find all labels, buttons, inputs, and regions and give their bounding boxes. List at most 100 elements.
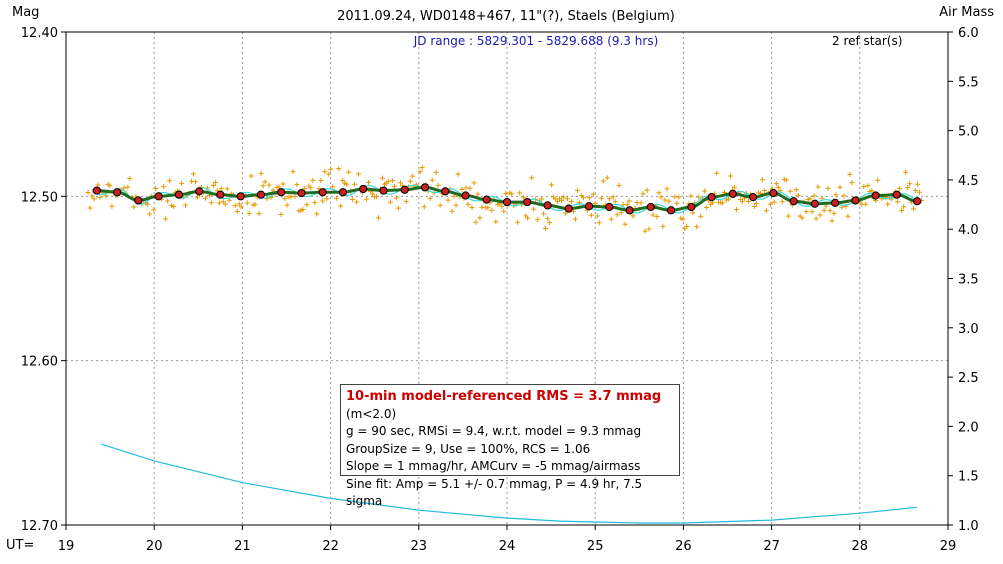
raw-point xyxy=(688,193,694,199)
raw-point xyxy=(809,209,815,215)
binned-point xyxy=(256,190,266,199)
binned-point xyxy=(461,191,470,200)
raw-point xyxy=(545,216,551,222)
binned-point xyxy=(523,197,532,207)
raw-point xyxy=(562,210,568,216)
raw-point xyxy=(190,171,196,177)
raw-point xyxy=(917,189,923,195)
raw-point xyxy=(905,184,911,190)
rms-condition: (m<2.0) xyxy=(346,406,397,421)
x-tick-label: 23 xyxy=(411,539,428,554)
binned-point xyxy=(831,198,840,208)
raw-point xyxy=(861,183,867,189)
raw-point xyxy=(375,215,381,221)
raw-point xyxy=(586,195,592,201)
raw-point xyxy=(252,201,258,207)
raw-point xyxy=(280,181,286,187)
raw-point xyxy=(662,197,668,203)
raw-point xyxy=(815,184,821,190)
raw-point xyxy=(364,196,370,202)
raw-point xyxy=(614,212,620,218)
raw-point xyxy=(318,177,324,183)
raw-point xyxy=(407,178,413,184)
raw-point xyxy=(264,196,270,202)
raw-point xyxy=(827,208,833,214)
raw-point xyxy=(654,214,660,220)
raw-point xyxy=(222,201,228,207)
x-tick-label: 19 xyxy=(58,539,75,554)
exposure-line: g = 90 sec, RMSi = 9.4, w.r.t. model = 9… xyxy=(346,424,642,438)
raw-point xyxy=(666,198,672,204)
raw-point xyxy=(85,189,91,195)
raw-point xyxy=(503,191,509,197)
raw-point xyxy=(300,206,306,212)
raw-point xyxy=(907,181,913,187)
raw-point xyxy=(598,195,604,201)
raw-point xyxy=(87,205,93,211)
raw-point xyxy=(588,212,594,218)
raw-point xyxy=(153,185,159,191)
raw-point xyxy=(246,210,252,216)
raw-point xyxy=(885,201,891,207)
raw-point xyxy=(771,199,777,205)
binned-point xyxy=(216,190,225,199)
raw-point xyxy=(714,170,720,176)
binned-point xyxy=(646,202,655,212)
binned-point xyxy=(338,188,348,197)
raw-point xyxy=(594,213,600,219)
raw-point xyxy=(208,200,214,206)
y-tick-label-left: 12.50 xyxy=(21,190,58,205)
raw-point xyxy=(356,171,362,177)
binned-point xyxy=(195,187,204,196)
raw-point xyxy=(831,210,837,216)
raw-point xyxy=(109,203,115,209)
raw-point xyxy=(485,205,491,211)
binned-point xyxy=(810,199,819,208)
raw-point xyxy=(445,197,451,203)
raw-point xyxy=(698,213,704,219)
raw-point xyxy=(644,187,650,193)
raw-point xyxy=(642,228,648,234)
raw-point xyxy=(674,200,680,206)
raw-point xyxy=(606,196,612,202)
raw-point xyxy=(151,207,157,213)
raw-point xyxy=(475,191,481,197)
raw-point xyxy=(131,204,137,210)
raw-point xyxy=(596,220,602,226)
raw-point xyxy=(179,180,185,186)
raw-point xyxy=(312,200,318,206)
binned-point xyxy=(113,188,122,197)
raw-point xyxy=(753,200,759,206)
raw-point xyxy=(334,195,340,201)
rms-line: 10-min model-referenced RMS = 3.7 mmag (… xyxy=(346,388,679,423)
raw-point xyxy=(903,169,909,175)
raw-point xyxy=(473,219,479,225)
raw-point xyxy=(825,185,831,191)
raw-point xyxy=(779,199,785,205)
raw-point xyxy=(821,207,827,213)
binned-point xyxy=(297,188,306,198)
binned-point xyxy=(564,204,573,213)
raw-point xyxy=(194,194,200,200)
raw-point xyxy=(258,170,264,176)
raw-point xyxy=(531,206,537,212)
raw-point xyxy=(421,204,427,210)
raw-point xyxy=(696,194,702,200)
raw-point xyxy=(266,182,272,188)
raw-point xyxy=(547,220,553,226)
raw-point xyxy=(465,201,471,207)
raw-point xyxy=(202,195,208,201)
x-axis-label: UT= xyxy=(6,538,34,553)
raw-point xyxy=(145,201,151,207)
y-tick-label-right: 2.0 xyxy=(958,420,979,435)
raw-point xyxy=(913,187,919,193)
raw-point xyxy=(787,188,793,194)
raw-point xyxy=(429,177,435,183)
raw-point xyxy=(161,184,167,190)
raw-point xyxy=(218,186,224,192)
raw-point xyxy=(91,196,97,202)
raw-point xyxy=(572,216,578,222)
y-tick-label-right: 2.5 xyxy=(958,371,979,386)
binned-point xyxy=(892,190,901,199)
